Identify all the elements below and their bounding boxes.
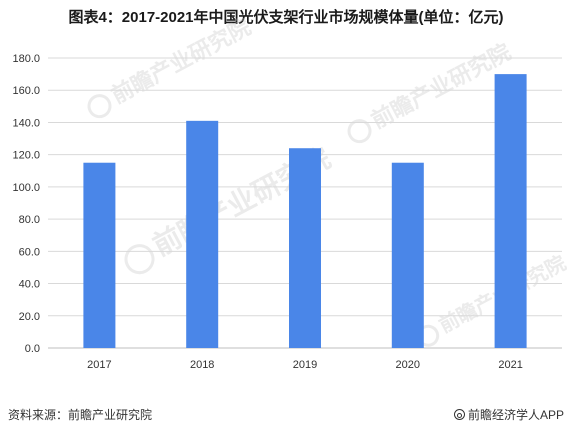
y-tick-label: 20.0 [19,311,40,323]
y-tick-label: 120.0 [12,150,40,162]
x-tick-label: 2021 [498,359,522,371]
bar-2017 [83,162,116,348]
x-tick-label: 2018 [190,359,214,371]
x-axis-ticks: 2017 2018 2019 2020 2021 [87,359,523,371]
bar-2021 [494,74,527,348]
x-tick-label: 2017 [87,359,111,371]
y-tick-label: 100.0 [12,182,40,194]
y-tick-label: 140.0 [12,117,40,129]
source-note: 资料来源：前瞻产业研究院 [8,408,153,422]
y-tick-label: 60.0 [19,246,40,258]
y-axis-ticks: 0.0 20.0 40.0 60.0 80.0 100.0 120.0 140.0 160.0 1… [12,53,40,355]
x-tick-label: 2019 [293,359,317,371]
y-tick-label: 80.0 [19,214,40,226]
bar-2018 [186,120,219,348]
y-tick-label: 180.0 [12,53,40,65]
y-tick-label: 0.0 [25,343,40,355]
y-tick-label: 40.0 [19,279,40,291]
bars [83,74,527,348]
bar-2020 [391,162,424,348]
y-tick-label: 160.0 [12,85,40,97]
bar-2019 [289,148,321,348]
x-tick-label: 2020 [396,359,420,371]
chart-title: 图表4：2017-2021年中国光伏支架行业市场规模体量(单位：亿元) [68,9,504,26]
at-sign-icon [453,409,465,420]
brand-credit: 前瞻经济学人APP [453,406,564,423]
brand-credit-label: 前瞻经济学人APP [467,408,564,422]
